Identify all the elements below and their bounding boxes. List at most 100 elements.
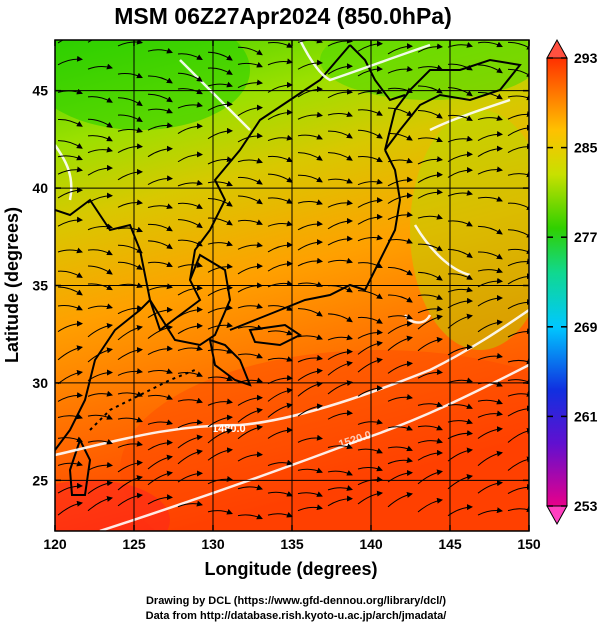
streamline-arrow [57, 345, 83, 361]
streamline-arrow [417, 43, 443, 53]
streamline-arrow [237, 195, 263, 205]
streamline-arrow [117, 168, 143, 181]
streamline-arrow [147, 454, 173, 470]
streamline-arrow [267, 427, 293, 439]
streamline-arrow [87, 135, 113, 142]
streamline-arrow [387, 107, 413, 117]
streamline-arrow [237, 176, 263, 185]
y-axis-label: Latitude (degrees) [2, 207, 22, 363]
streamline-arrow [87, 390, 113, 397]
streamline-arrow [507, 229, 529, 239]
streamline-arrow [297, 199, 323, 206]
streamline-arrow [507, 68, 529, 78]
colorbar: 293 285 277 269 261 253 [546, 38, 598, 526]
streamline-arrow [387, 394, 413, 402]
credit-data-source: Data from http://database.rish.kyoto-u.a… [146, 610, 447, 622]
streamline-arrow [357, 385, 383, 397]
streamline-arrow [387, 65, 413, 74]
streamline-arrow [297, 220, 323, 231]
streamline-arrow [327, 111, 353, 118]
streamline-arrow [237, 407, 263, 423]
streamline-arrow [327, 313, 353, 323]
streamline-arrow [117, 416, 143, 423]
streamline-arrow [87, 40, 94, 43]
streamline-arrow [417, 305, 443, 314]
streamline-arrow [477, 41, 503, 48]
streamline-arrow [147, 394, 173, 400]
streamline-arrow [267, 387, 293, 402]
streamline-arrow [387, 313, 413, 320]
contour-line [179, 59, 251, 131]
streamline-arrow [417, 497, 443, 513]
streamline-arrow [327, 360, 353, 376]
warm-region [120, 350, 529, 531]
streamline-arrow [177, 261, 203, 268]
streamline-arrow [147, 368, 173, 375]
streamline-arrow [297, 334, 323, 340]
colorbar-tick-label: 261 [574, 408, 598, 424]
streamline-arrow [57, 166, 83, 175]
streamline-arrow [327, 199, 353, 208]
streamline-arrow [417, 314, 443, 330]
streamline-arrow [477, 352, 503, 361]
streamline-arrow [207, 101, 233, 111]
streamline-arrow [507, 378, 529, 385]
y-tick-label: 40 [32, 180, 48, 196]
streamline-arrow [327, 130, 353, 139]
streamline-arrow [117, 114, 143, 123]
streamline-arrow [477, 115, 503, 121]
streamline-arrow [117, 226, 143, 233]
streamline-arrow [357, 109, 383, 116]
streamline-arrow [327, 348, 353, 360]
streamline-arrow [357, 357, 383, 373]
y-tick-label: 35 [32, 278, 48, 294]
streamline-arrow [117, 492, 143, 507]
streamline-arrow [417, 213, 443, 220]
streamline-arrow [117, 244, 143, 254]
x-axis-label: Longitude (degrees) [204, 559, 377, 579]
streamline-arrow [177, 151, 203, 163]
streamline-arrow [237, 79, 263, 89]
streamline-arrow [177, 53, 203, 61]
streamline-arrow [297, 257, 323, 267]
streamline-arrow [267, 58, 293, 66]
streamline-arrow [477, 91, 503, 100]
streamline-arrow [477, 267, 503, 274]
streamline-arrow [327, 257, 353, 264]
streamline-arrow [147, 93, 173, 103]
streamline-arrow [417, 401, 443, 408]
streamline-arrow [207, 375, 233, 382]
x-tick-label: 135 [280, 536, 304, 552]
streamline-arrow [507, 358, 529, 365]
streamline-arrow [507, 124, 529, 137]
streamline-arrow [177, 306, 203, 318]
streamline-arrow [237, 61, 263, 68]
streamline-arrow [177, 449, 203, 465]
streamline-arrow [207, 197, 233, 207]
streamline-arrow [507, 456, 529, 471]
x-axis-ticks: 120 125 130 135 140 145 150 [43, 40, 541, 552]
streamline-arrow [417, 136, 443, 143]
streamline-arrow [207, 428, 233, 444]
streamline-arrow [387, 238, 413, 244]
streamline-arrow [387, 157, 413, 164]
streamline-arrow [297, 308, 323, 317]
streamline-arrow [327, 178, 353, 184]
contour-line [99, 363, 529, 531]
streamline-arrow [117, 304, 143, 315]
colorbar-bottom-arrow [546, 505, 568, 526]
streamline-arrow [297, 403, 323, 417]
streamline-arrow [507, 273, 529, 285]
streamline-arrow [57, 187, 83, 199]
streamline-arrow [207, 414, 233, 428]
streamline-arrow [267, 173, 293, 183]
streamline-arrow [237, 104, 263, 117]
streamline-arrow [147, 145, 173, 158]
y-axis-ticks: 25 30 35 40 45 [32, 83, 529, 488]
streamline-arrow [477, 426, 503, 439]
y-tick-label: 45 [32, 83, 48, 99]
streamline-arrow [387, 266, 413, 276]
streamline-arrow [267, 220, 293, 227]
streamline-arrow [57, 320, 83, 333]
